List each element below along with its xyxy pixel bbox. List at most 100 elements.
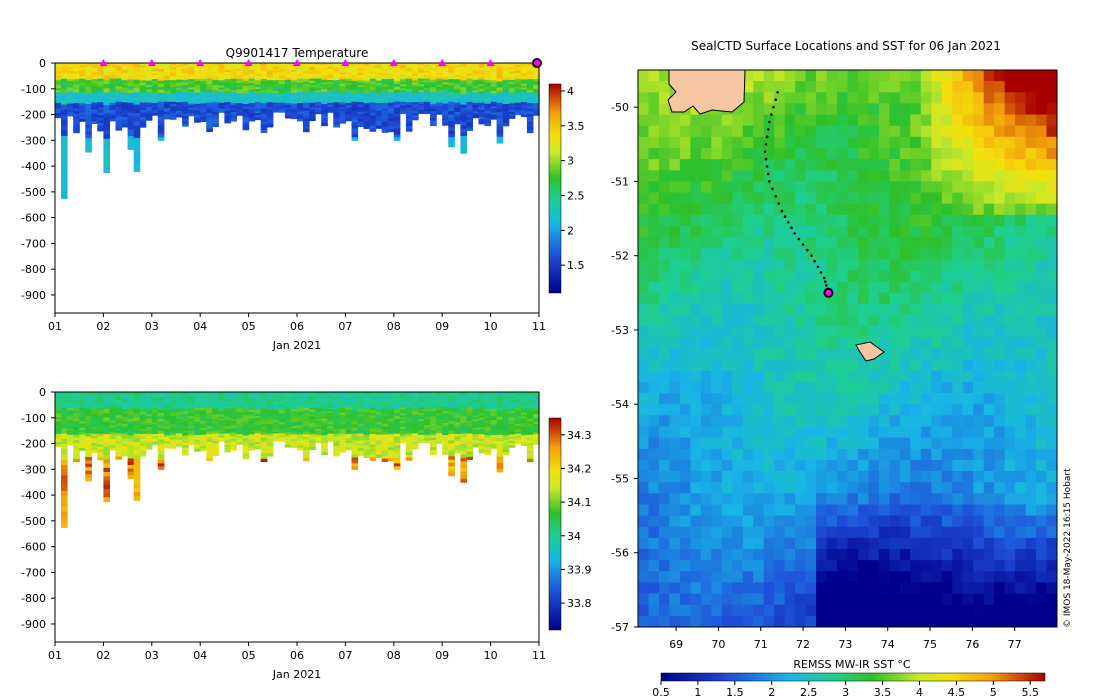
sst-cell [878, 170, 890, 182]
profile-cell [278, 93, 286, 96]
profile-cell [496, 102, 504, 107]
profile-cell [436, 84, 443, 88]
profile-cell [309, 118, 316, 122]
profile-cell [351, 125, 359, 130]
profile-cell [91, 114, 98, 117]
profile-cell [436, 112, 443, 115]
profile-cell [478, 401, 486, 405]
profile-cell [224, 72, 231, 76]
profile-cell [121, 438, 129, 442]
profile-cell [333, 104, 340, 108]
profile-cell [339, 120, 346, 124]
profile-cell [405, 81, 413, 85]
profile-cell [218, 437, 225, 440]
profile-cell [297, 418, 304, 422]
profile-cell [242, 65, 250, 69]
profile-cell [176, 425, 183, 428]
profile-cell [405, 86, 413, 90]
profile-cell [327, 63, 334, 66]
profile-cell [514, 427, 522, 431]
profile-cell [139, 112, 147, 116]
profile-cell [418, 105, 425, 109]
profile-cell [163, 428, 171, 432]
profile-cell [55, 84, 62, 87]
profile-cell [61, 161, 68, 168]
x-tick-label: 10 [484, 320, 498, 333]
profile-cell [121, 409, 129, 413]
profile-cell [309, 445, 316, 448]
profile-cell [436, 411, 443, 415]
profile-cell [115, 433, 123, 437]
profile-cell [272, 431, 280, 435]
profile-cell [478, 436, 486, 440]
profile-cell [303, 65, 310, 69]
sst-cell [753, 103, 765, 115]
profile-cell [55, 417, 62, 420]
sst-cell [1046, 125, 1058, 138]
sst-cell [920, 148, 932, 160]
profile-cell [369, 81, 377, 85]
sst-cell [690, 136, 702, 149]
profile-cell [242, 75, 250, 79]
profile-cell [418, 80, 425, 83]
profile-cell [399, 88, 407, 91]
profile-cell [218, 63, 225, 66]
profile-cell [121, 446, 129, 450]
y-tick-label: -300 [21, 134, 46, 147]
sst-cell [795, 70, 806, 82]
profile-cell [424, 72, 431, 76]
profile-cell [345, 89, 352, 93]
profile-cell [375, 100, 383, 104]
profile-cell [290, 398, 298, 402]
profile-cell [357, 63, 365, 66]
profile-cell [163, 116, 171, 120]
profile-cell [194, 435, 201, 438]
profile-cell [508, 428, 516, 431]
profile-cell [508, 84, 516, 87]
profile-cell [139, 102, 147, 106]
sst-cell [889, 114, 901, 127]
profile-cell [502, 411, 510, 415]
profile-cell [85, 463, 92, 468]
profile-cell [472, 102, 480, 106]
profile-cell [381, 442, 389, 446]
profile-cell [387, 434, 395, 438]
profile-cell [321, 101, 328, 105]
profile-cell [502, 452, 510, 456]
profile-cell [121, 99, 129, 103]
sst-cell [983, 81, 995, 93]
profile-cell [339, 435, 346, 439]
profile-cell [176, 114, 183, 118]
profile-cell [430, 452, 437, 456]
profile-cell [484, 115, 492, 119]
profile-cell [496, 425, 504, 430]
profile-cell [351, 137, 359, 141]
profile-cell [97, 89, 104, 93]
x-tick-label: 05 [242, 649, 256, 662]
profile-cell [303, 458, 310, 462]
profile-cell [61, 522, 68, 528]
profile-cell [272, 392, 280, 395]
sst-cell [805, 192, 817, 204]
profile-cell [121, 448, 129, 452]
profile-cell [387, 452, 395, 456]
sst-cell [795, 103, 806, 115]
profile-cell [309, 74, 316, 77]
profile-cell [526, 418, 534, 423]
profile-cell [490, 63, 498, 66]
profile-cell [315, 109, 322, 113]
profile-cell [484, 101, 492, 105]
profile-cell [67, 109, 74, 113]
profile-cell [297, 76, 304, 80]
sst-cell [659, 214, 670, 227]
profile-cell [309, 431, 316, 435]
profile-cell [418, 421, 425, 424]
profile-cell [430, 113, 437, 117]
sst-cell [826, 114, 838, 127]
profile-cell [520, 406, 528, 410]
profile-cell [218, 108, 225, 111]
profile-cell [405, 99, 413, 103]
profile-cell [260, 397, 268, 401]
sst-cell [742, 159, 754, 171]
profile-cell [309, 102, 316, 106]
